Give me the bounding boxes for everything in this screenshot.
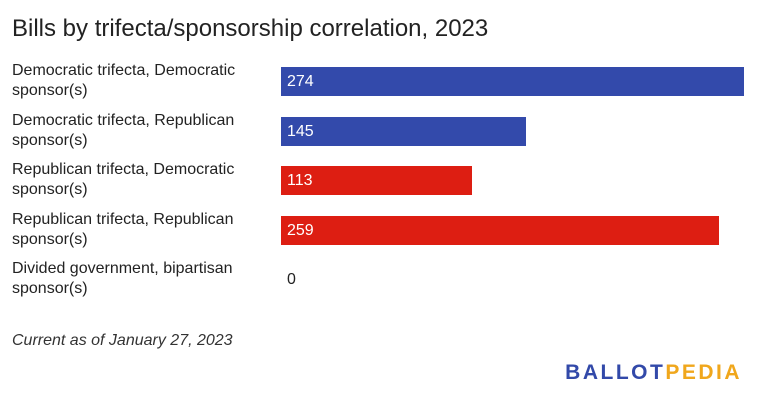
data-label: 274 bbox=[287, 73, 314, 90]
logo-text-pedia: PEDIA bbox=[665, 361, 742, 384]
ballotpedia-logo[interactable]: BALLOTPEDIA bbox=[565, 360, 742, 386]
category-label: Democratic trifecta, Republican sponsor(… bbox=[12, 111, 235, 149]
bar[interactable] bbox=[281, 116, 526, 146]
category-label: Divided government, bipartisan sponsor(s… bbox=[12, 260, 233, 297]
bar[interactable] bbox=[281, 67, 744, 96]
bar-chart: Democratic trifecta, Democratic sponsor(… bbox=[12, 62, 744, 297]
bar[interactable] bbox=[281, 215, 719, 245]
data-label: 113 bbox=[287, 172, 313, 189]
category-label: Democratic trifecta, Democratic sponsor(… bbox=[12, 62, 236, 99]
bar[interactable] bbox=[281, 166, 472, 195]
category-label: Republican trifecta, Democratic sponsor(… bbox=[12, 161, 235, 198]
data-label: 0 bbox=[287, 271, 296, 288]
footnote: Current as of January 27, 2023 bbox=[12, 332, 233, 349]
logo-text-ballot: BALLOT bbox=[565, 361, 666, 384]
data-label: 145 bbox=[287, 122, 314, 140]
data-label: 259 bbox=[287, 221, 314, 239]
category-label: Republican trifecta, Republican sponsor(… bbox=[12, 210, 234, 248]
chart-title: Bills by trifecta/sponsorship correlatio… bbox=[12, 15, 489, 42]
